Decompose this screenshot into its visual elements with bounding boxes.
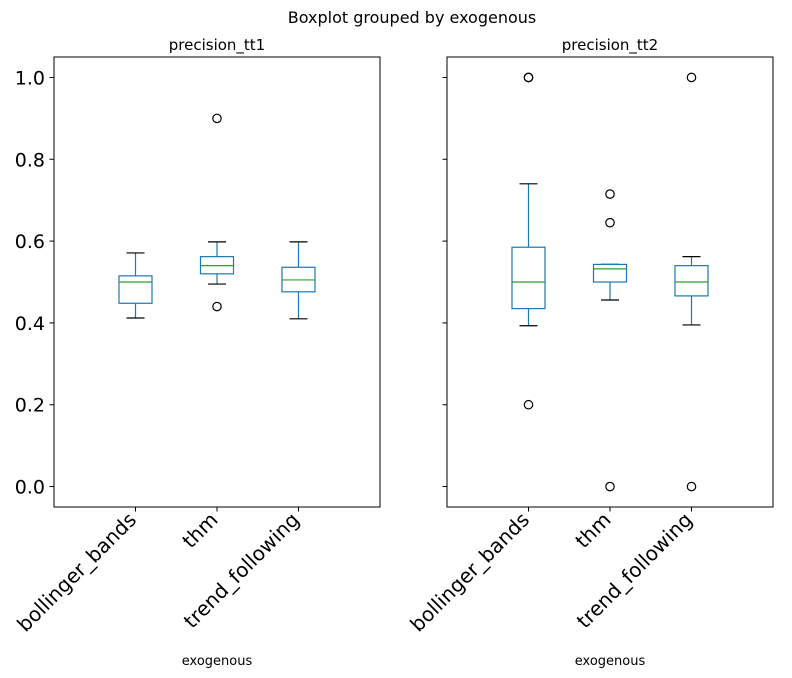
outlier-point (686, 72, 697, 83)
y-tick-label: 0.2 (15, 395, 45, 417)
box-bollinger-bands (118, 252, 153, 319)
box-trend-following (281, 241, 316, 320)
outlier-point (212, 113, 222, 124)
subplot-precision-tt1: precision_tt1 0.0 0.2 0.4 0.6 0.8 1.0 bollinger… (12, 36, 381, 669)
outlier-point (605, 217, 615, 228)
outlier-point (523, 399, 534, 410)
outlier-point (605, 481, 615, 492)
x-tick-label: thm (570, 508, 615, 553)
subplot-title: precision_tt1 (169, 36, 265, 55)
iqr-box (592, 263, 628, 283)
iqr-box (674, 265, 709, 297)
outlier-point (212, 301, 222, 312)
x-axis-label: exogenous (182, 654, 253, 669)
box-thm (199, 113, 235, 312)
y-tick-label: 0.0 (15, 477, 45, 499)
y-tick-label: 0.4 (15, 313, 45, 335)
box-bollinger-bands (511, 72, 546, 410)
x-tick-label: bollinger_bands (405, 508, 534, 637)
outlier-point (605, 189, 615, 199)
box-thm (592, 189, 628, 492)
y-tick-label: 0.6 (15, 231, 45, 253)
box-trend-following (674, 72, 709, 492)
subplot-title: precision_tt2 (562, 36, 658, 55)
iqr-box (118, 275, 153, 304)
outlier-point (686, 481, 697, 492)
y-tick-label: 1.0 (15, 67, 45, 89)
x-tick-label: thm (177, 508, 222, 553)
iqr-box (511, 246, 546, 310)
x-tick-label: bollinger_bands (12, 508, 141, 637)
outlier-point (523, 72, 534, 83)
x-axis-label: exogenous (575, 654, 646, 669)
y-tick-label: 0.8 (15, 149, 45, 171)
chart-suptitle: Boxplot grouped by exogenous (288, 8, 537, 27)
